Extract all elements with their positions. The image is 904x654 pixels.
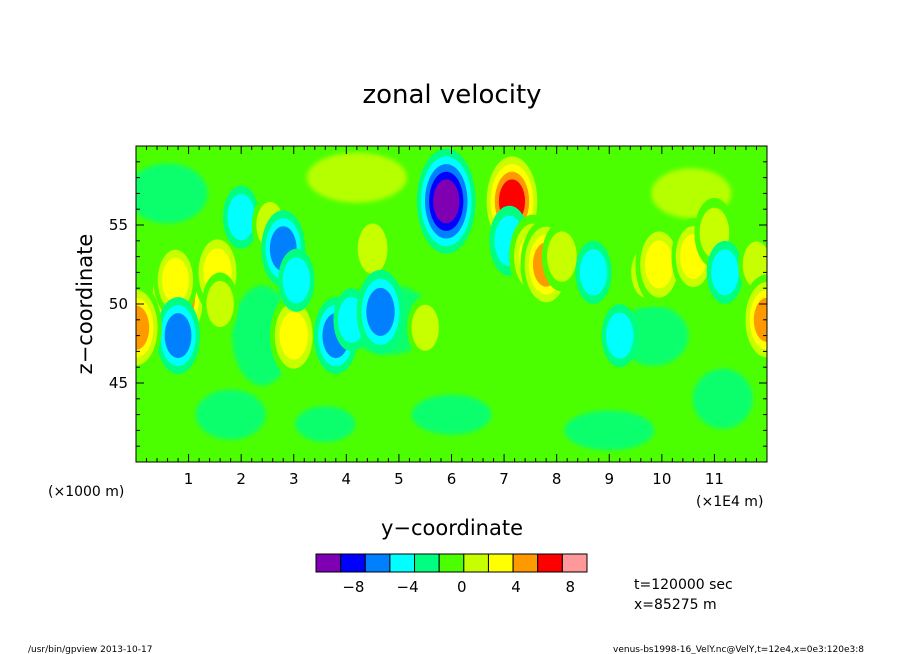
colorbar: −8 −4 0 4 8 <box>315 553 588 596</box>
x-tick-label: 1 <box>184 470 194 488</box>
colorbar-tick-label: 8 <box>565 578 575 596</box>
contour-level <box>136 305 150 350</box>
x-axis: 1 2 3 4 5 6 7 8 9 10 11 <box>146 146 757 488</box>
contour-blob <box>136 282 162 374</box>
contour-blob <box>352 213 393 284</box>
contour-level <box>282 257 311 304</box>
contour-level <box>433 179 460 224</box>
x-scale-label: (×1E4 m) <box>696 494 763 510</box>
colorbar-swatch <box>463 553 489 573</box>
texture-patch <box>306 152 407 203</box>
x-tick-label: 4 <box>342 470 352 488</box>
contour-level <box>645 240 674 289</box>
x-axis-label: y−coordinate <box>381 516 523 540</box>
contour-level <box>579 249 608 296</box>
colorbar-swatch <box>512 553 539 573</box>
plot-area <box>136 146 767 462</box>
colorbar-swatch <box>537 553 563 573</box>
y-tick-label: 50 <box>109 295 128 313</box>
contour-blob <box>706 240 744 304</box>
y-axis: 45 50 55 <box>109 161 767 447</box>
contour-blob <box>156 297 200 375</box>
contour-level <box>753 297 767 342</box>
contour-level <box>206 280 234 328</box>
contour-level <box>547 231 577 282</box>
colorbar-swatch <box>414 553 440 573</box>
colorbar-swatch <box>389 553 416 573</box>
contour-level <box>366 287 395 336</box>
contour-level <box>357 223 388 274</box>
y-tick-label: 55 <box>109 216 128 234</box>
y-tick-label: 45 <box>109 374 128 392</box>
contour-blob <box>356 269 405 354</box>
contour-level <box>711 249 739 296</box>
texture-patch <box>564 410 655 451</box>
chart-title: zonal velocity <box>362 80 541 110</box>
contour-blob <box>416 148 476 254</box>
colorbar-swatch <box>487 553 514 573</box>
contour-blob <box>541 221 582 292</box>
colorbar-swatch <box>561 553 588 573</box>
footer-left: /usr/bin/gpview 2013-10-17 <box>28 645 152 654</box>
colorbar-swatch <box>315 553 342 573</box>
contour-blob <box>153 241 198 319</box>
contour-blob <box>269 293 318 378</box>
contour-blob <box>635 222 684 307</box>
x-tick-label: 10 <box>652 470 671 488</box>
colorbar-swatch <box>364 553 391 573</box>
x-tick-label: 5 <box>394 470 404 488</box>
contour-blob <box>222 185 260 249</box>
x-tick-label: 11 <box>705 470 724 488</box>
contour-blob <box>278 248 315 312</box>
colorbar-tick-label: 4 <box>511 578 521 596</box>
colorbar-swatch <box>438 553 465 573</box>
texture-patch <box>618 305 689 366</box>
contour-blob <box>575 240 612 304</box>
contour-level <box>279 311 308 360</box>
x-tick-label: 3 <box>289 470 299 488</box>
texture-patch <box>136 163 208 224</box>
contour-blob <box>407 296 444 360</box>
contour-blob <box>601 304 638 368</box>
x-tick-label: 6 <box>447 470 457 488</box>
footer-right: venus-bs1998-16_VelY.nc@VelY,t=12e4,x=0e… <box>613 645 864 654</box>
contour-level <box>164 313 192 359</box>
colorbar-tick-label: −4 <box>397 578 419 596</box>
contour-level <box>227 194 255 241</box>
colorbar-tick-label: −8 <box>342 578 364 596</box>
x-tick-label: 7 <box>499 470 509 488</box>
texture-patch <box>411 394 492 435</box>
time-label: t=120000 sec <box>634 577 733 593</box>
contour-level <box>411 304 439 351</box>
texture-patch <box>295 406 356 443</box>
contour-features <box>136 148 767 378</box>
colorbar-tick-label: 0 <box>457 578 467 596</box>
texture-patch <box>692 368 753 429</box>
contour-level <box>162 257 189 303</box>
x-tick-label: 2 <box>236 470 246 488</box>
y-scale-label: (×1000 m) <box>48 484 124 500</box>
colorbar-swatch <box>340 553 366 573</box>
contour-blob <box>201 272 239 336</box>
texture-patch <box>195 389 266 440</box>
contour-blob <box>741 274 767 366</box>
contour-level <box>606 312 634 359</box>
y-axis-label: z−coordinate <box>73 234 97 375</box>
x-tick-label: 9 <box>604 470 614 488</box>
x-tick-label: 8 <box>552 470 562 488</box>
position-label: x=85275 m <box>634 597 717 613</box>
